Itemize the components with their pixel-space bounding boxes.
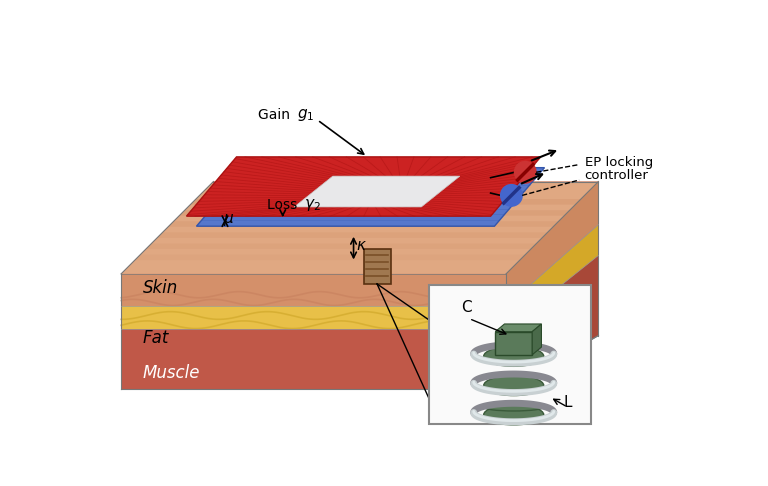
Text: Loss: Loss bbox=[267, 198, 302, 211]
Polygon shape bbox=[121, 274, 506, 389]
Text: $g_1$: $g_1$ bbox=[296, 106, 314, 122]
Polygon shape bbox=[532, 324, 541, 355]
Polygon shape bbox=[429, 285, 591, 424]
Polygon shape bbox=[121, 306, 506, 330]
Polygon shape bbox=[495, 324, 541, 331]
Text: C: C bbox=[462, 300, 472, 315]
Polygon shape bbox=[168, 221, 558, 227]
Text: $\mu$: $\mu$ bbox=[223, 212, 234, 228]
Polygon shape bbox=[187, 157, 541, 216]
Polygon shape bbox=[146, 243, 537, 249]
Text: Fat: Fat bbox=[143, 329, 169, 347]
Polygon shape bbox=[495, 331, 532, 355]
Polygon shape bbox=[135, 255, 525, 260]
Polygon shape bbox=[294, 176, 460, 207]
Polygon shape bbox=[506, 225, 598, 330]
Polygon shape bbox=[179, 210, 570, 216]
Circle shape bbox=[501, 185, 522, 206]
Polygon shape bbox=[121, 274, 506, 306]
Ellipse shape bbox=[484, 376, 544, 396]
Circle shape bbox=[515, 161, 536, 183]
Text: L: L bbox=[564, 395, 572, 410]
Text: EP locking: EP locking bbox=[584, 156, 653, 169]
Polygon shape bbox=[506, 181, 598, 389]
Polygon shape bbox=[363, 249, 390, 284]
Polygon shape bbox=[121, 181, 598, 274]
Polygon shape bbox=[190, 199, 581, 205]
Ellipse shape bbox=[484, 403, 544, 411]
Text: controller: controller bbox=[584, 169, 648, 182]
Ellipse shape bbox=[484, 405, 544, 425]
Text: $\kappa$: $\kappa$ bbox=[356, 238, 367, 253]
Polygon shape bbox=[121, 181, 598, 274]
Ellipse shape bbox=[484, 347, 544, 366]
Text: Skin: Skin bbox=[143, 279, 178, 297]
Polygon shape bbox=[157, 232, 548, 238]
Polygon shape bbox=[506, 181, 598, 306]
Text: Gain: Gain bbox=[258, 107, 294, 122]
Polygon shape bbox=[197, 168, 545, 226]
Text: $\gamma_2$: $\gamma_2$ bbox=[304, 197, 321, 212]
Text: Muscle: Muscle bbox=[143, 364, 200, 382]
